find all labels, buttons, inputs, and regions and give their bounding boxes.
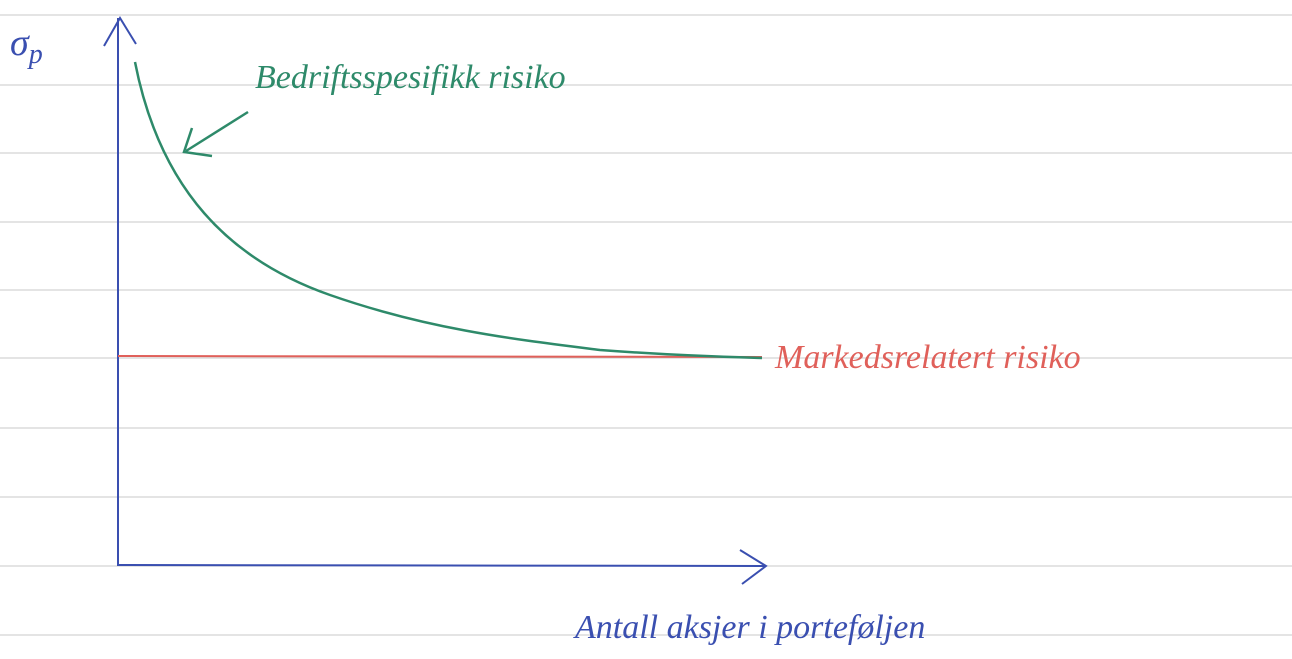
market-risk-label: Markedsrelatert risiko xyxy=(774,339,1081,376)
x-axis-label: Antall aksjer i porteføljen xyxy=(573,609,925,646)
pointer-arrow xyxy=(186,112,248,151)
firm-risk-label: Bedriftsspesifikk risiko xyxy=(255,59,566,96)
diagram: σp Bedriftsspesifikk risiko Markedsrelat… xyxy=(0,0,1292,659)
y-axis-label: σp xyxy=(10,22,43,70)
ruled-lines xyxy=(0,15,1292,635)
y-axis-subscript: p xyxy=(27,39,43,70)
market-risk-line xyxy=(118,356,762,357)
x-axis-arrow xyxy=(740,550,766,584)
x-axis xyxy=(118,565,765,566)
y-axis-arrow xyxy=(104,18,136,46)
firm-risk-curve xyxy=(135,62,762,358)
y-axis-symbol: σ xyxy=(10,22,30,64)
